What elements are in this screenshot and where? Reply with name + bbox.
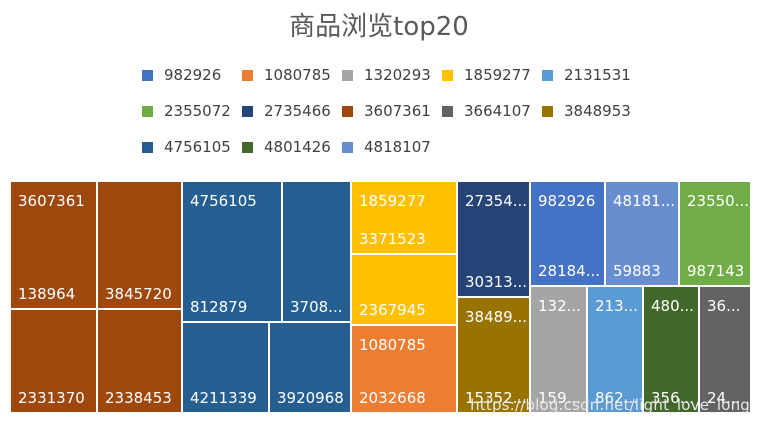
tile-item-label: 812879 bbox=[190, 298, 248, 316]
legend-label: 2355072 bbox=[164, 102, 231, 120]
legend-label: 4801426 bbox=[264, 138, 331, 156]
treemap-tile: 23550... 987143 bbox=[679, 181, 751, 286]
legend-swatch bbox=[542, 69, 553, 81]
legend-label: 3664107 bbox=[464, 102, 531, 120]
tile-parent-label: 48181... bbox=[613, 192, 676, 210]
legend-entry-3607361: 3607361 bbox=[342, 102, 431, 120]
chart-legend: 982926 1080785 1320293 1859277 2131531 235507… bbox=[142, 66, 742, 166]
legend-swatch bbox=[542, 105, 553, 117]
tile-item-label: 59883 bbox=[613, 262, 661, 280]
legend-label: 2131531 bbox=[564, 66, 631, 84]
tile-item-label: 862... bbox=[595, 389, 638, 407]
treemap-tile: 2367945 bbox=[351, 254, 457, 325]
tile-parent-label: 480... bbox=[651, 297, 694, 315]
treemap-tile: 3920968 bbox=[269, 322, 351, 413]
treemap-tile: 27354... 30313... bbox=[457, 181, 530, 297]
tile-parent-label: 213... bbox=[595, 297, 638, 315]
tile-parent-label: 38489... bbox=[465, 308, 528, 326]
legend-swatch bbox=[342, 69, 353, 81]
tile-item-label: 3845720 bbox=[105, 285, 172, 303]
tile-item-label: 159... bbox=[538, 389, 581, 407]
legend-label: 1080785 bbox=[264, 66, 331, 84]
tile-item-label: 24... bbox=[707, 389, 741, 407]
legend-label: 982926 bbox=[164, 66, 222, 84]
legend-swatch bbox=[442, 105, 453, 117]
treemap-tile: 38489... 15352... bbox=[457, 297, 530, 413]
treemap-tile: 982926 28184... bbox=[530, 181, 605, 286]
legend-entry-4756105: 4756105 bbox=[142, 138, 231, 156]
treemap-tile: 3845720 bbox=[97, 181, 182, 309]
tile-item-label: 987143 bbox=[687, 262, 745, 280]
legend-label: 3848953 bbox=[564, 102, 631, 120]
tile-parent-label: 1080785 bbox=[359, 336, 426, 354]
legend-swatch bbox=[242, 105, 253, 117]
treemap-tile: 132... 159... bbox=[530, 286, 587, 413]
tile-item-label: 2331370 bbox=[18, 389, 85, 407]
treemap-tile: 213... 862... bbox=[587, 286, 643, 413]
treemap-tile: 36... 24... bbox=[699, 286, 751, 413]
legend-entry-3848953: 3848953 bbox=[542, 102, 631, 120]
tile-parent-label: 36... bbox=[707, 297, 741, 315]
tile-parent-label: 23550... bbox=[687, 192, 750, 210]
treemap-tile: 2331370 bbox=[10, 309, 97, 413]
treemap-tile: 4756105 812879 bbox=[182, 181, 282, 322]
tile-parent-label: 132... bbox=[538, 297, 581, 315]
legend-label: 4756105 bbox=[164, 138, 231, 156]
legend-swatch bbox=[142, 141, 153, 153]
treemap-tile: 3708... bbox=[282, 181, 351, 322]
treemap-tile: 1080785 2032668 bbox=[351, 325, 457, 413]
legend-entry-4818107: 4818107 bbox=[342, 138, 431, 156]
tile-item-label: 356... bbox=[651, 389, 694, 407]
legend-entry-1859277: 1859277 bbox=[442, 66, 531, 84]
tile-item-label: 138964 bbox=[18, 285, 76, 303]
tile-item-label: 3371523 bbox=[359, 230, 426, 248]
tile-item-label: 3708... bbox=[290, 298, 343, 316]
legend-label: 1320293 bbox=[364, 66, 431, 84]
tile-item-label: 2338453 bbox=[105, 389, 172, 407]
tile-item-label: 2367945 bbox=[359, 301, 426, 319]
treemap-tile: 48181... 59883 bbox=[605, 181, 679, 286]
treemap-plot: 3607361 138964 3845720 2331370 2338453 475610… bbox=[10, 181, 751, 413]
treemap-tile: 3607361 138964 bbox=[10, 181, 97, 309]
tile-parent-label: 4756105 bbox=[190, 192, 257, 210]
legend-swatch bbox=[342, 105, 353, 117]
legend-label: 3607361 bbox=[364, 102, 431, 120]
legend-entry-2735466: 2735466 bbox=[242, 102, 331, 120]
legend-entry-1320293: 1320293 bbox=[342, 66, 431, 84]
tile-item-label: 4211339 bbox=[190, 389, 257, 407]
watermark: https://blog.csdn.net/light_love_long bbox=[470, 396, 750, 414]
legend-label: 1859277 bbox=[464, 66, 531, 84]
treemap-tile: 480... 356... bbox=[643, 286, 699, 413]
legend-swatch bbox=[242, 69, 253, 81]
tile-parent-label: 27354... bbox=[465, 192, 528, 210]
legend-swatch bbox=[342, 141, 353, 153]
treemap-tile: 4211339 bbox=[182, 322, 269, 413]
legend-swatch bbox=[142, 105, 153, 117]
tile-item-label: 30313... bbox=[465, 273, 528, 291]
legend-entry-1080785: 1080785 bbox=[242, 66, 331, 84]
tile-parent-label: 1859277 bbox=[359, 192, 426, 210]
tile-item-label: 28184... bbox=[538, 262, 601, 280]
tile-item-label: 15352... bbox=[465, 389, 528, 407]
tile-item-label: 2032668 bbox=[359, 389, 426, 407]
tile-parent-label: 3607361 bbox=[18, 192, 85, 210]
tile-parent-label: 982926 bbox=[538, 192, 596, 210]
legend-label: 2735466 bbox=[264, 102, 331, 120]
legend-entry-2131531: 2131531 bbox=[542, 66, 631, 84]
legend-swatch bbox=[142, 69, 153, 81]
legend-swatch bbox=[242, 141, 253, 153]
legend-entry-4801426: 4801426 bbox=[242, 138, 331, 156]
legend-entry-982926: 982926 bbox=[142, 66, 221, 84]
tile-item-label: 3920968 bbox=[277, 389, 344, 407]
chart-title: 商品浏览top20 bbox=[289, 12, 469, 42]
legend-entry-2355072: 2355072 bbox=[142, 102, 231, 120]
treemap-tile: 1859277 3371523 bbox=[351, 181, 457, 254]
legend-swatch bbox=[442, 69, 453, 81]
legend-label: 4818107 bbox=[364, 138, 431, 156]
treemap-tile: 2338453 bbox=[97, 309, 182, 413]
legend-entry-3664107: 3664107 bbox=[442, 102, 531, 120]
